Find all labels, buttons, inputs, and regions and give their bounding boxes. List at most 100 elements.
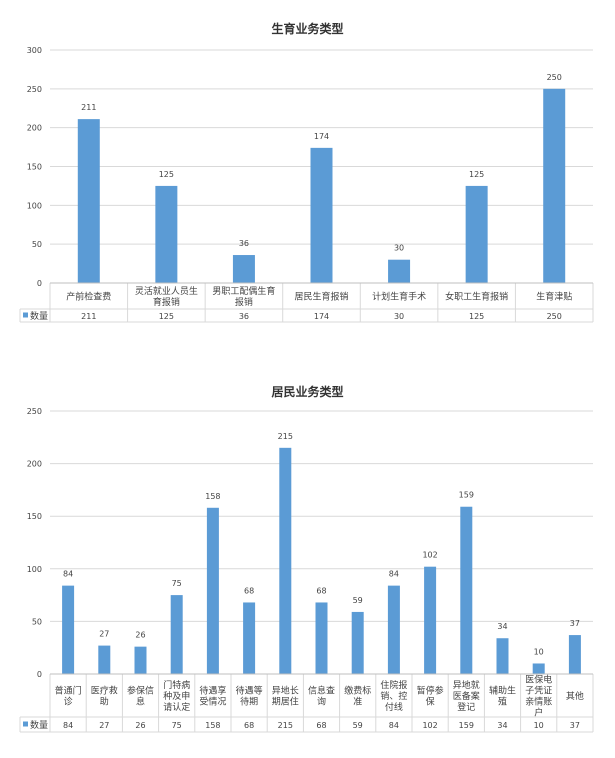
category-label: 育报销 — [153, 296, 180, 308]
bar — [206, 507, 219, 674]
y-tick-label: 200 — [27, 460, 42, 469]
category-label: 待遇等 — [236, 685, 263, 697]
bar — [424, 566, 437, 674]
y-tick-label: 200 — [27, 124, 42, 133]
category-label: 医疗救 — [91, 685, 118, 697]
data-label: 158 — [205, 492, 220, 501]
category-label: 种及申 — [163, 690, 190, 702]
legend-series-name: 数量 — [30, 719, 48, 731]
bar — [232, 255, 255, 283]
y-tick-label: 300 — [27, 46, 42, 55]
category-label: 息 — [136, 696, 145, 708]
bar — [496, 638, 509, 674]
category-label: 产前检查费 — [66, 291, 111, 303]
bar — [460, 506, 473, 674]
data-label: 10 — [534, 647, 544, 656]
chart-resident-business-types: 居民业务类型 0 50 100 150 200 250 数量 84 普通门诊 84 27 医疗救助 27… — [0, 365, 615, 758]
category-label: 付线 — [385, 701, 403, 713]
legend-swatch — [23, 312, 28, 318]
table-value: 68 — [316, 721, 326, 730]
category-label: 保 — [426, 696, 435, 708]
category-label: 户 — [534, 707, 543, 719]
y-tick-label: 50 — [32, 617, 42, 626]
category-label: 请认定 — [163, 701, 190, 713]
y-tick-label: 50 — [32, 240, 42, 249]
category-label: 辅助生 — [489, 685, 516, 697]
y-tick-label: 0 — [37, 279, 42, 288]
data-label: 68 — [244, 586, 254, 595]
y-tick-label: 0 — [37, 670, 42, 679]
bar — [388, 259, 411, 283]
legend-series-name: 数量 — [30, 310, 48, 322]
category-label: 女职工生育报销 — [445, 291, 508, 303]
bar — [532, 663, 545, 674]
chart-title: 居民业务类型 — [271, 385, 344, 399]
category-label: 男职工配偶生育 — [212, 285, 275, 297]
category-label: 亲情账 — [525, 696, 552, 708]
bar — [155, 185, 178, 283]
bar — [543, 88, 566, 283]
table-value: 37 — [570, 721, 580, 730]
data-label: 27 — [99, 630, 109, 639]
data-label: 125 — [469, 170, 484, 179]
category-label: 参保信 — [127, 685, 154, 697]
bar — [568, 635, 581, 674]
bar — [387, 585, 400, 674]
y-tick-label: 250 — [27, 407, 42, 416]
table-value: 158 — [205, 721, 220, 730]
table-value: 174 — [314, 312, 329, 321]
category-label: 助 — [100, 696, 109, 708]
category-label: 殖 — [498, 696, 507, 708]
bar — [279, 447, 292, 674]
bar — [98, 645, 111, 674]
category-label: 诊 — [64, 696, 73, 708]
y-tick-label: 100 — [27, 201, 42, 210]
data-label: 26 — [135, 631, 145, 640]
bar — [351, 611, 364, 674]
table-value: 34 — [497, 721, 507, 730]
category-label: 门特病 — [163, 679, 190, 691]
data-label: 34 — [497, 622, 507, 631]
table-value: 102 — [422, 721, 437, 730]
data-label: 37 — [570, 619, 580, 628]
table-value: 75 — [172, 721, 182, 730]
bar — [170, 595, 183, 674]
data-label: 215 — [278, 432, 293, 441]
category-label: 子凭证 — [525, 685, 552, 697]
bar — [315, 602, 328, 674]
bar — [77, 119, 100, 283]
category-label: 计划生育手术 — [372, 291, 426, 303]
table-value: 211 — [81, 312, 96, 321]
category-label: 灵活就业人员生 — [135, 285, 198, 297]
category-label: 住院报 — [380, 679, 407, 691]
data-label: 211 — [81, 103, 96, 112]
table-value: 27 — [99, 721, 109, 730]
category-label: 准 — [353, 697, 362, 708]
category-label: 信息查 — [308, 685, 335, 697]
category-label: 异地长 — [272, 685, 299, 697]
category-label: 销、控 — [380, 690, 407, 702]
data-label: 68 — [316, 586, 326, 595]
table-value: 36 — [239, 312, 249, 321]
data-label: 125 — [159, 170, 174, 179]
table-value: 159 — [459, 721, 474, 730]
table-value: 30 — [394, 312, 404, 321]
bar — [465, 185, 488, 283]
category-label: 异地就 — [453, 679, 480, 691]
table-value: 125 — [159, 312, 174, 321]
category-label: 缴费标 — [344, 685, 371, 697]
y-tick-label: 150 — [27, 512, 42, 521]
data-label: 159 — [459, 491, 474, 500]
data-label: 84 — [389, 570, 399, 579]
data-label: 84 — [63, 570, 73, 579]
data-label: 36 — [239, 239, 249, 248]
table-value: 26 — [135, 721, 145, 730]
category-label: 登记 — [457, 702, 475, 713]
table-value: 84 — [63, 721, 73, 730]
category-label: 生育津贴 — [536, 291, 572, 303]
y-tick-label: 150 — [27, 163, 42, 172]
bar — [62, 585, 75, 674]
category-label: 医备案 — [453, 690, 480, 702]
data-label: 174 — [314, 132, 329, 141]
